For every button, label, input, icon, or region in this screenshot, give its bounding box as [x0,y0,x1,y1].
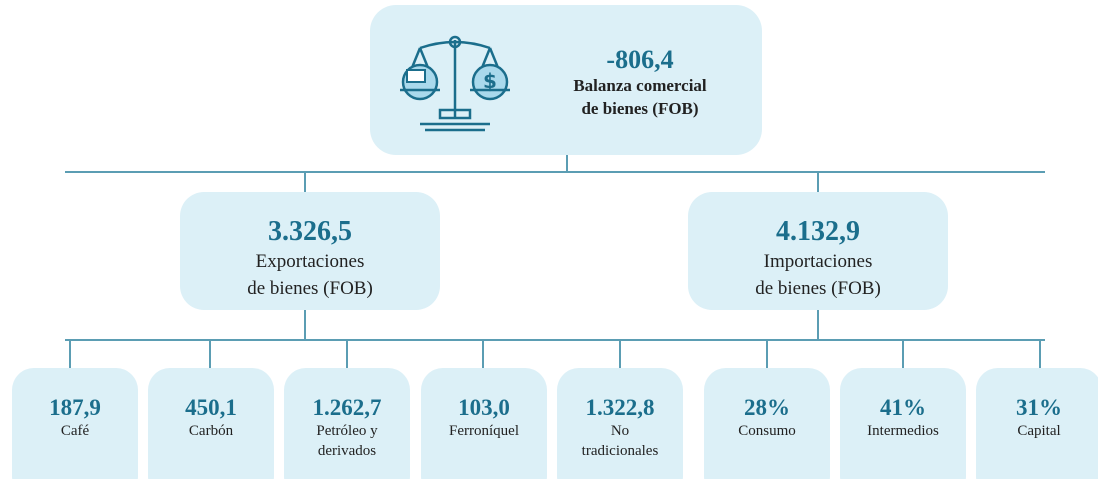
node-label: Capital [1017,423,1060,439]
node-label: Petróleo y [316,423,378,439]
node-label: Carbón [189,423,234,439]
balance-icon: $ [400,35,510,132]
node-label: Exportaciones [256,251,365,272]
connector [65,155,1045,192]
node-label: derivados [318,443,376,459]
node-value: 4.132,9 [776,216,860,247]
node-value: 103,0 [458,395,510,420]
bottom-box [840,368,966,479]
node-label: Importaciones [764,251,873,272]
node-value: 1.322,8 [586,395,655,420]
middle-box [688,192,948,310]
node-label: Balanza comercial [573,76,707,95]
node-value: 3.326,5 [268,216,352,247]
node-value: 187,9 [49,395,101,420]
node-value: -806,4 [606,45,673,74]
node-label: de bienes (FOB) [247,278,373,299]
node-label: Café [61,423,90,439]
node-label: de bienes (FOB) [755,278,881,299]
svg-text:$: $ [483,69,497,93]
node-label: tradicionales [582,443,659,459]
connector [65,310,1045,341]
node-label: Intermedios [867,423,939,439]
node-value: 450,1 [185,395,237,420]
bottom-box [284,368,410,479]
bottom-box [12,368,138,479]
bottom-box [148,368,274,479]
node-label: Consumo [738,423,796,439]
middle-box [180,192,440,310]
node-value: 31% [1016,395,1062,420]
node-label: Ferroníquel [449,423,519,439]
bottom-box [704,368,830,479]
bottom-box [557,368,683,479]
node-value: 41% [880,395,926,420]
bottom-box [976,368,1098,479]
node-label: de bienes (FOB) [581,99,698,118]
node-value: 1.262,7 [313,395,382,420]
node-value: 28% [744,395,790,420]
node-label: No [611,423,629,439]
bottom-box [421,368,547,479]
